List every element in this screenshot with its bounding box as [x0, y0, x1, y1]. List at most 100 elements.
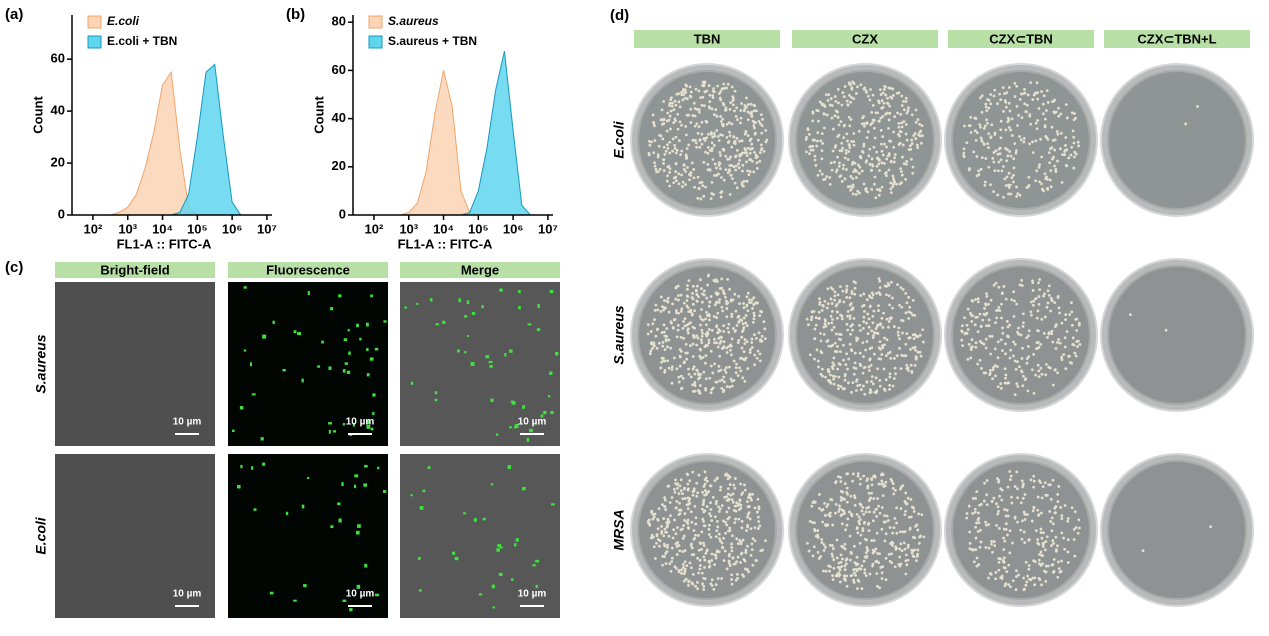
fluorescent-cell [364, 464, 368, 468]
colony [704, 332, 708, 336]
colony [713, 479, 717, 483]
colony [662, 517, 666, 520]
colony [701, 490, 705, 494]
colony [980, 139, 984, 142]
colony [1046, 289, 1050, 293]
colony [691, 325, 695, 329]
colony [684, 153, 688, 157]
colony [676, 298, 680, 302]
colony [697, 125, 701, 129]
colony [733, 504, 737, 508]
colony [881, 153, 885, 157]
colony [674, 506, 678, 510]
colony [722, 559, 726, 562]
colony [1056, 560, 1060, 564]
colony [899, 562, 903, 566]
colony [739, 552, 743, 556]
colony [904, 96, 908, 100]
colony [900, 125, 904, 129]
colony [852, 140, 856, 143]
colony [665, 335, 669, 338]
colony [1020, 479, 1024, 483]
colony [845, 168, 848, 171]
fluorescent-cell [372, 393, 376, 397]
colony [862, 114, 866, 118]
colony [750, 341, 754, 344]
colony [880, 527, 884, 531]
colony [838, 285, 842, 288]
colony [915, 554, 919, 558]
colony [850, 551, 853, 555]
colony [674, 482, 678, 486]
colony [652, 545, 656, 549]
colony [887, 86, 891, 90]
scale-bar-label: 10 µm [518, 589, 547, 600]
colony [1031, 576, 1035, 580]
colony [755, 109, 758, 113]
colony [707, 341, 711, 345]
colony [1065, 116, 1069, 120]
colony [970, 548, 974, 551]
colony [976, 315, 979, 319]
colony [1043, 172, 1047, 176]
colony [892, 130, 896, 134]
colony [729, 493, 733, 497]
colony [675, 499, 679, 503]
colony [899, 113, 903, 116]
colony [853, 286, 857, 290]
colony [966, 357, 970, 361]
colony [1022, 530, 1026, 534]
colony [869, 88, 872, 91]
colony [823, 514, 827, 517]
colony [876, 552, 880, 555]
colony [884, 112, 888, 116]
fluorescent-cell [328, 422, 332, 425]
colony [1041, 542, 1045, 546]
colony [720, 504, 724, 508]
colony [868, 98, 872, 102]
fluorescent-cell [243, 286, 247, 289]
colony [739, 369, 743, 373]
colony [979, 96, 982, 100]
colony [921, 134, 924, 138]
colony [754, 131, 757, 135]
colony [709, 514, 713, 518]
colony [894, 372, 897, 376]
fluorescent-cell [481, 305, 484, 309]
colony [746, 103, 750, 106]
colony [715, 519, 719, 523]
colony [871, 118, 875, 122]
colony [745, 529, 748, 532]
colony [913, 548, 916, 552]
colony [1057, 106, 1060, 110]
colony [914, 120, 918, 124]
colony [724, 154, 728, 158]
colony [715, 341, 719, 345]
colony [752, 120, 756, 124]
colony [870, 380, 873, 383]
colony [884, 93, 888, 97]
colony [739, 482, 742, 486]
colony [862, 122, 866, 125]
colony [1073, 112, 1077, 115]
colony [750, 159, 754, 163]
colony [839, 498, 843, 502]
fluorescent-cell [466, 335, 469, 338]
colony [876, 111, 880, 115]
colony [1021, 496, 1025, 500]
colony [892, 377, 896, 380]
colony [733, 109, 736, 113]
colony [708, 106, 712, 110]
colony [717, 550, 721, 554]
micrograph [400, 282, 560, 446]
colony [1004, 514, 1008, 518]
colony [753, 333, 756, 337]
colony [679, 374, 683, 378]
colony [687, 499, 691, 503]
colony [835, 538, 839, 542]
colony [753, 363, 756, 367]
colony [668, 114, 672, 118]
fluorescent-cell [490, 398, 494, 402]
colony [755, 167, 759, 170]
